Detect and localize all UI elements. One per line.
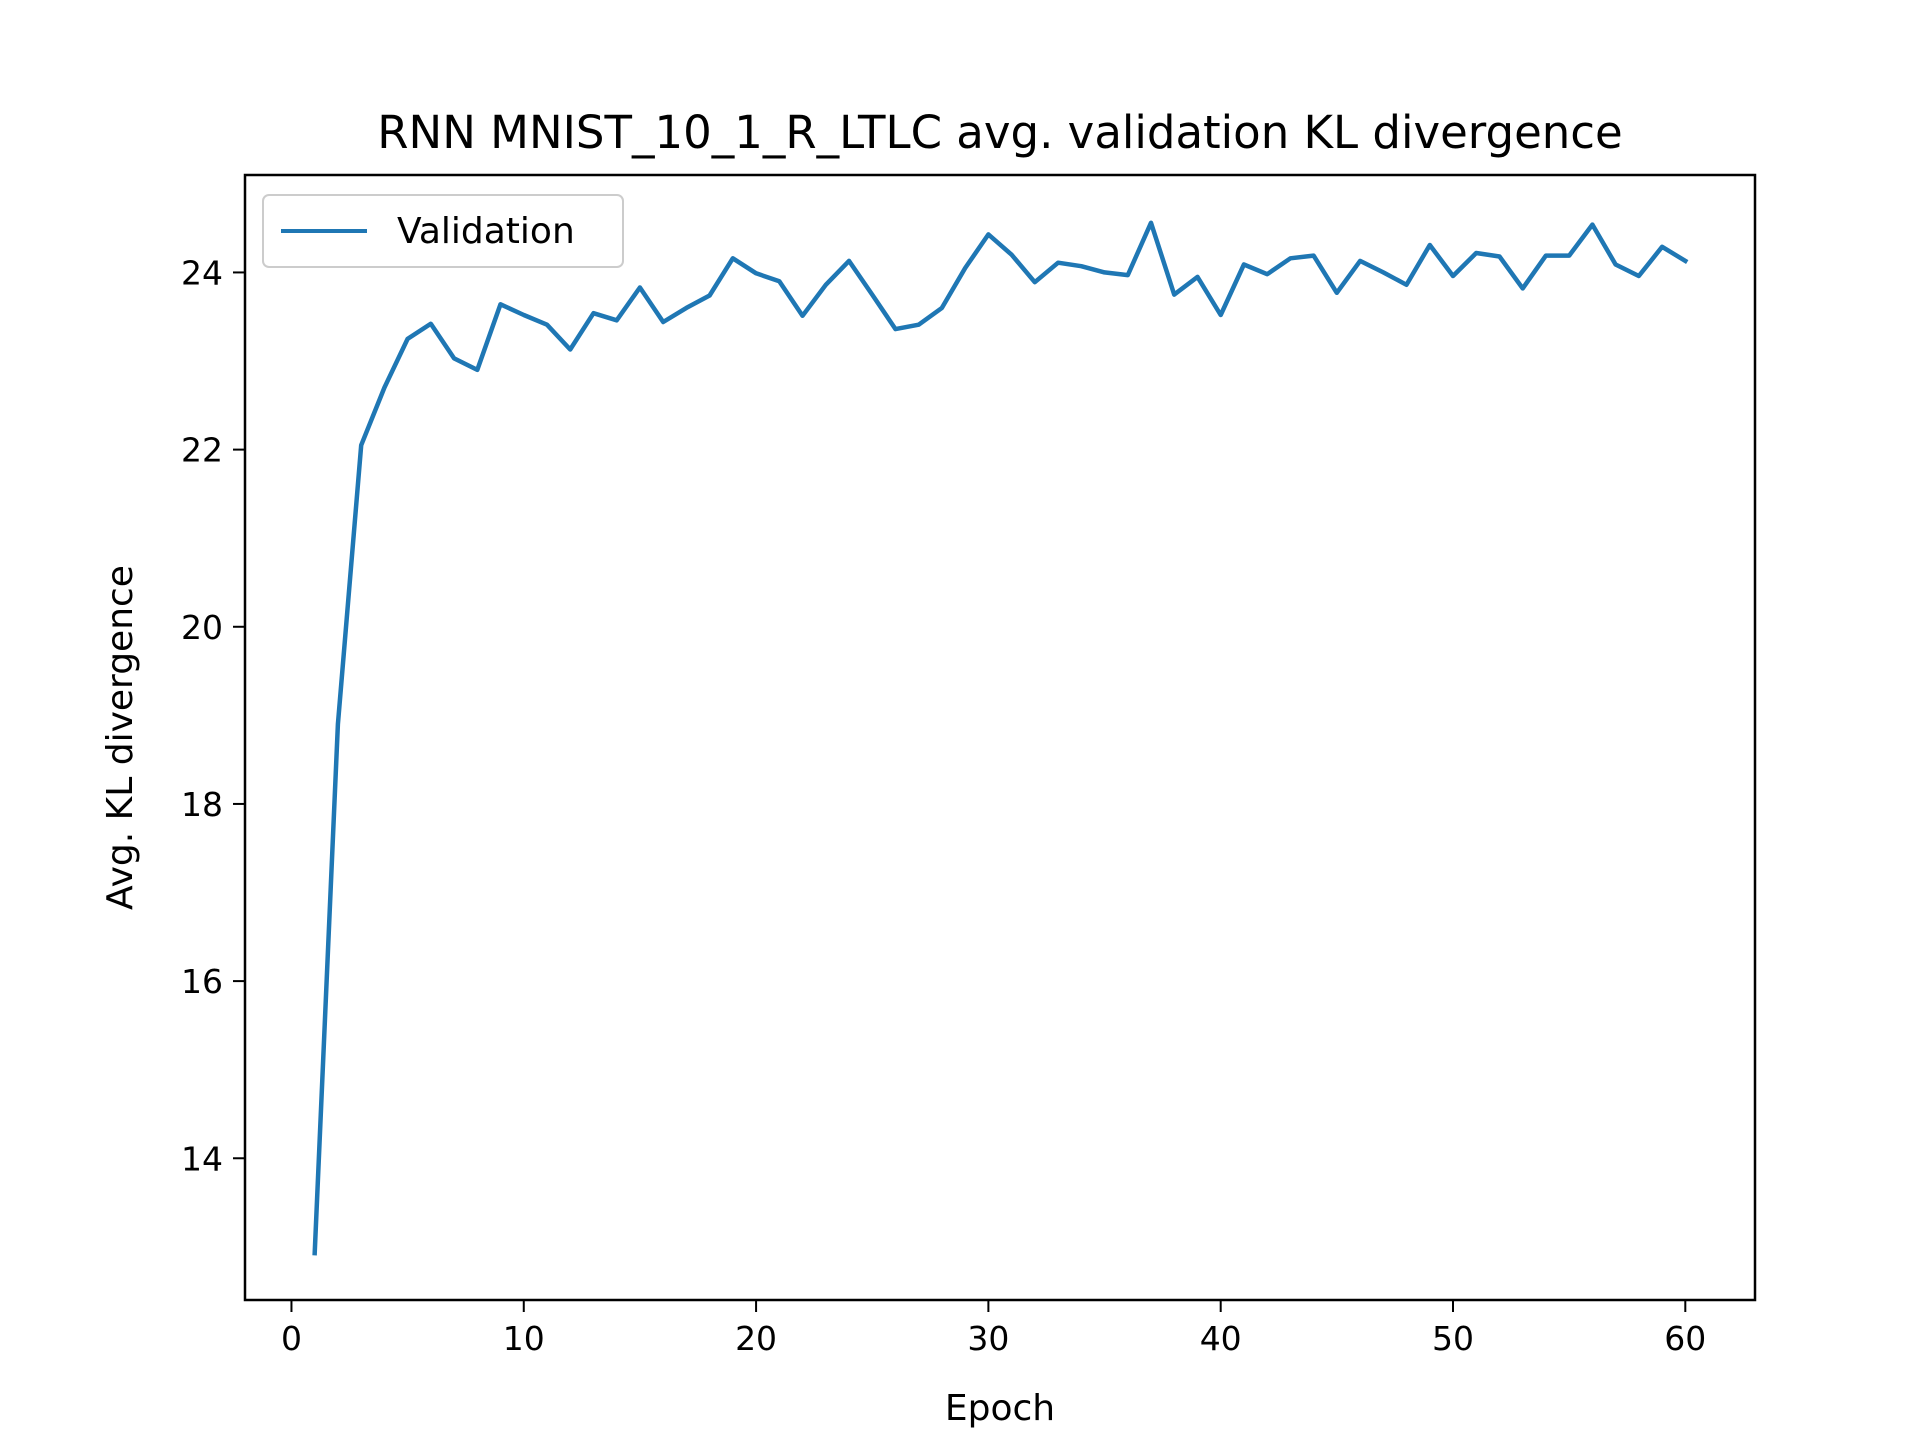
x-tick-label: 60	[1664, 1319, 1706, 1358]
legend-label-validation: Validation	[397, 211, 575, 252]
y-axis-title: Avg. KL divergence	[100, 565, 141, 910]
y-tick-label: 14	[181, 1139, 223, 1178]
x-tick-label: 30	[967, 1319, 1009, 1358]
x-axis-title: Epoch	[945, 1388, 1055, 1429]
x-tick-label: 50	[1432, 1319, 1474, 1358]
x-tick-label: 0	[281, 1319, 302, 1358]
x-axis-ticks: 0 10 20 30 40 50 60	[281, 1300, 1706, 1358]
y-axis-ticks: 14 16 18 20 22 24	[181, 253, 245, 1178]
x-tick-label: 10	[503, 1319, 545, 1358]
y-tick-label: 22	[181, 431, 223, 470]
y-tick-label: 16	[181, 962, 223, 1001]
y-tick-label: 20	[181, 608, 223, 647]
y-tick-label: 18	[181, 785, 223, 824]
chart-title: RNN MNIST_10_1_R_LTLC avg. validation KL…	[377, 106, 1622, 159]
x-tick-label: 40	[1200, 1319, 1242, 1358]
series-line-validation	[312, 220, 1689, 1256]
plot-area	[243, 173, 1757, 1302]
legend-box	[262, 194, 624, 268]
legend: Validation	[262, 194, 624, 268]
y-tick-label: 24	[181, 253, 223, 292]
x-tick-label: 20	[735, 1319, 777, 1358]
plot-frame	[243, 173, 1757, 1302]
